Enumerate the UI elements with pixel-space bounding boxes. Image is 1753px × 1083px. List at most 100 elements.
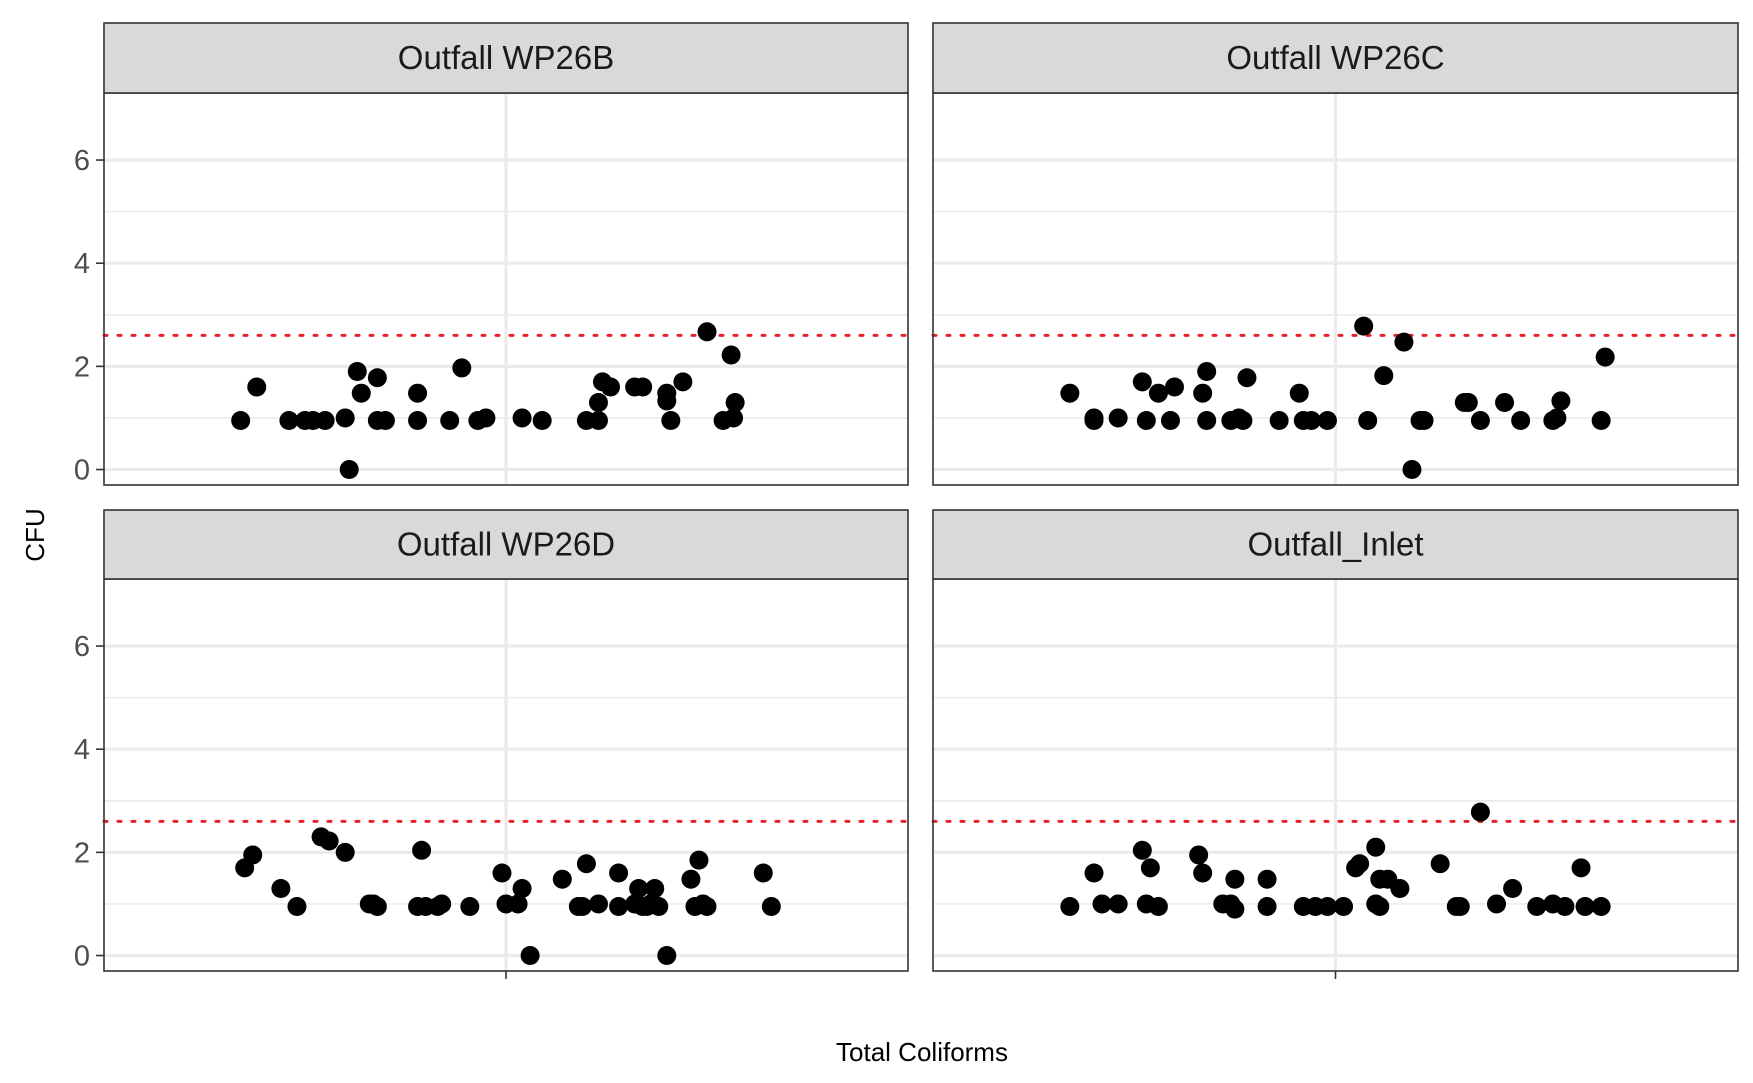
- data-point: [753, 863, 773, 883]
- data-point: [1193, 383, 1213, 403]
- data-point: [1370, 897, 1390, 917]
- data-point: [1591, 411, 1611, 431]
- data-point: [1136, 411, 1156, 431]
- data-point: [1132, 372, 1152, 392]
- facet-title: Outfall WP26B: [398, 39, 614, 76]
- data-point: [532, 411, 552, 431]
- y-tick-label: 0: [74, 941, 90, 973]
- data-point: [492, 863, 512, 883]
- data-point: [609, 897, 629, 917]
- data-point: [520, 946, 540, 966]
- data-point: [1547, 408, 1567, 428]
- data-point: [1140, 858, 1160, 878]
- data-point: [1092, 894, 1112, 914]
- data-point: [1511, 411, 1531, 431]
- data-point: [1269, 411, 1289, 431]
- data-point: [375, 411, 395, 431]
- data-point: [1470, 802, 1490, 822]
- data-point: [1430, 854, 1450, 874]
- data-point: [1257, 869, 1277, 889]
- data-point: [319, 831, 339, 851]
- data-point: [588, 392, 608, 412]
- data-point: [609, 863, 629, 883]
- data-point: [1060, 383, 1080, 403]
- facet-strip: [103, 22, 909, 94]
- data-point: [1334, 897, 1354, 917]
- data-point: [271, 878, 291, 898]
- y-tick-label: 6: [74, 145, 90, 177]
- data-point: [1555, 897, 1575, 917]
- data-point: [1301, 411, 1321, 431]
- data-point: [1108, 408, 1128, 428]
- data-point: [681, 869, 701, 889]
- data-point: [1148, 383, 1168, 403]
- data-point: [1358, 411, 1378, 431]
- data-point: [633, 377, 653, 397]
- data-point: [1450, 897, 1470, 917]
- data-point: [512, 878, 532, 898]
- data-point: [1354, 316, 1374, 336]
- data-point: [1317, 411, 1337, 431]
- data-point: [1571, 858, 1591, 878]
- data-point: [408, 411, 428, 431]
- data-point: [279, 411, 299, 431]
- data-point: [476, 408, 496, 428]
- data-point: [1148, 897, 1168, 917]
- data-point: [335, 408, 355, 428]
- facet-strip: [932, 22, 1739, 94]
- data-point: [1197, 411, 1217, 431]
- data-point: [367, 368, 387, 388]
- facet-panel: Outfall WP26D 0 2 4 6: [74, 509, 910, 979]
- data-point: [572, 897, 592, 917]
- data-point: [347, 362, 367, 382]
- data-point: [243, 845, 263, 865]
- data-point: [1527, 897, 1547, 917]
- data-point: [1237, 368, 1257, 388]
- data-point: [408, 383, 428, 403]
- data-point: [576, 854, 596, 874]
- data-point: [1197, 362, 1217, 382]
- y-tick-label: 6: [74, 631, 90, 663]
- facet-panel: Outfall WP26B 0 2 4 6: [74, 22, 910, 487]
- data-point: [1084, 863, 1104, 883]
- facet-panel: Outfall WP26C: [931, 22, 1740, 486]
- data-point: [508, 894, 528, 914]
- data-point: [412, 840, 432, 860]
- data-point: [1595, 347, 1615, 367]
- data-point: [588, 894, 608, 914]
- data-point: [588, 411, 608, 431]
- data-point: [552, 869, 572, 889]
- data-point: [629, 878, 649, 898]
- data-point: [231, 411, 251, 431]
- facet-strip: [103, 509, 909, 580]
- data-point: [460, 897, 480, 917]
- data-point: [1495, 392, 1515, 412]
- data-point: [432, 894, 452, 914]
- data-point: [440, 411, 460, 431]
- data-point: [1060, 897, 1080, 917]
- data-point: [1470, 411, 1490, 431]
- data-point: [339, 460, 359, 480]
- data-point: [1591, 897, 1611, 917]
- data-point: [1503, 878, 1523, 898]
- y-axis-title: CFU: [20, 508, 50, 561]
- data-point: [512, 408, 532, 428]
- data-point: [1160, 411, 1180, 431]
- data-point: [657, 391, 677, 411]
- data-point: [673, 372, 693, 392]
- data-point: [1225, 899, 1245, 919]
- y-tick-label: 4: [74, 248, 90, 280]
- data-point: [697, 897, 717, 917]
- y-tick-label: 2: [74, 351, 90, 383]
- data-point: [367, 897, 387, 917]
- facet-title: Outfall_Inlet: [1247, 526, 1423, 563]
- data-point: [721, 345, 741, 365]
- data-point: [725, 392, 745, 412]
- data-point: [1394, 332, 1414, 352]
- data-point: [601, 377, 621, 397]
- data-point: [1233, 411, 1253, 431]
- data-point: [645, 878, 665, 898]
- data-point: [315, 411, 335, 431]
- facet-title: Outfall WP26C: [1226, 39, 1444, 76]
